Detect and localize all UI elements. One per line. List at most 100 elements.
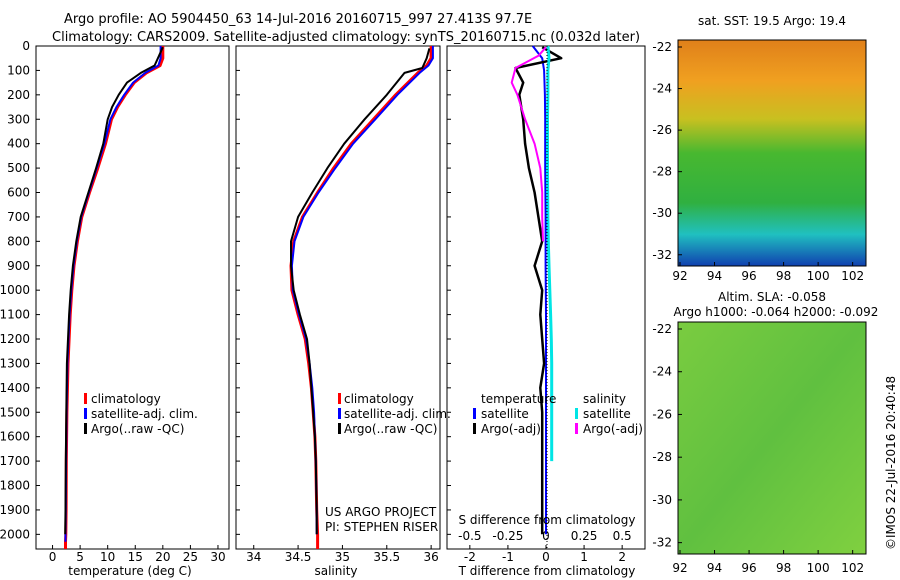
legend-swatch-temp-argo xyxy=(473,423,476,434)
legend-swatch-argo xyxy=(338,423,341,434)
depth-axis: 0 100 200 300 400 500 600 700 800 900 1000 1100 1200… xyxy=(0,39,451,541)
legend-label: climatology xyxy=(344,392,414,406)
top-tick-label: -0.5 xyxy=(458,529,481,543)
map-lat-label: -24 xyxy=(652,365,672,379)
depth-tick-label: 1300 xyxy=(0,356,30,370)
x-tick-label: 35.5 xyxy=(373,550,400,564)
depth-tick-label: 500 xyxy=(7,161,30,175)
legend-label: Argo(..raw -QC) xyxy=(344,422,437,436)
map-lon-label: 102 xyxy=(841,561,864,575)
salinity-x-axis: 34 34.5 35 35.5 36 xyxy=(246,545,439,564)
x-tick-label: 2 xyxy=(618,550,626,564)
depth-tick-label: 900 xyxy=(7,259,30,273)
map-lon-label: 94 xyxy=(707,561,722,575)
x-tick-label: 10 xyxy=(100,550,115,564)
x-tick-label: 34 xyxy=(246,550,261,564)
map-lat-label: -28 xyxy=(652,450,672,464)
map-lon-label: 94 xyxy=(707,269,722,283)
depth-tick-label: 1000 xyxy=(0,283,30,297)
chart-title-line2: Climatology: CARS2009. Satellite-adjuste… xyxy=(52,30,641,45)
chart-title-line1: Argo profile: AO 5904450_63 14-Jul-2016 … xyxy=(64,12,533,27)
depth-tick-label: 1200 xyxy=(0,332,30,346)
legend-label: satellite-adj. clim. xyxy=(91,407,198,421)
depth-tick-label: 600 xyxy=(7,186,30,200)
top-tick-label: -0.25 xyxy=(492,529,523,543)
x-tick-label: 25 xyxy=(183,550,198,564)
legend-swatch-sal-satellite xyxy=(575,408,578,419)
depth-tick-label: 2000 xyxy=(0,527,30,541)
top-tick-label: 0 xyxy=(542,529,550,543)
map-lat-label: -32 xyxy=(652,248,672,262)
sla-map-title-2: Argo h1000: -0.064 h2000: -0.092 xyxy=(674,305,879,319)
difference-top-label: S difference from climatology xyxy=(459,513,636,527)
series-line-0 xyxy=(289,46,433,549)
series-line-2 xyxy=(64,46,164,535)
difference-top-axis: -0.5 -0.25 0 0.25 0.5 xyxy=(458,529,632,543)
map-lon-label: 100 xyxy=(807,561,830,575)
series-line-0 xyxy=(531,45,547,535)
temperature-series xyxy=(64,46,165,549)
map-lon-label: 100 xyxy=(807,269,830,283)
x-tick-label: -2 xyxy=(464,550,476,564)
legend-swatch-satellite xyxy=(338,408,341,419)
legend-label: satellite xyxy=(583,407,631,421)
project-credit: US ARGO PROJECT xyxy=(325,505,437,519)
depth-tick-label: 1700 xyxy=(0,454,30,468)
temperature-axes xyxy=(35,45,230,550)
difference-xlabel: T difference from climatology xyxy=(458,564,636,578)
x-tick-label: 1 xyxy=(580,550,588,564)
salinity-xlabel: salinity xyxy=(314,564,357,578)
map-lat-label: -30 xyxy=(652,206,672,220)
series-line-0 xyxy=(64,46,165,549)
depth-tick-label: 1400 xyxy=(0,381,30,395)
pi-credit: PI: STEPHEN RISER xyxy=(325,520,438,534)
legend-label: Argo(..raw -QC) xyxy=(91,422,184,436)
top-tick-label: 0.5 xyxy=(613,529,632,543)
depth-tick-label: 1100 xyxy=(0,308,30,322)
legend-label: satellite-adj. clim. xyxy=(344,407,451,421)
depth-tick-label: 0 xyxy=(22,39,30,53)
series-line-2 xyxy=(546,45,554,462)
depth-tick-label: 200 xyxy=(7,88,30,102)
x-tick-label: 0 xyxy=(542,550,550,564)
depth-tick-label: 300 xyxy=(7,112,30,126)
series-line-1 xyxy=(64,46,162,542)
depth-tick-label: 800 xyxy=(7,234,30,248)
x-tick-label: 35 xyxy=(335,550,350,564)
series-line-1 xyxy=(514,46,563,535)
salinity-series xyxy=(289,46,434,549)
sla-map-image xyxy=(678,322,866,554)
x-tick-label: 20 xyxy=(155,550,170,564)
legend-label: satellite xyxy=(481,407,529,421)
depth-tick-label: 100 xyxy=(7,63,30,77)
legend-label: climatology xyxy=(91,392,161,406)
temperature-xlabel: temperature (deg C) xyxy=(68,564,191,578)
map-lat-label: -32 xyxy=(652,536,672,550)
difference-x-axis: -2 -1 0 1 2 xyxy=(464,545,626,564)
map-lon-label: 102 xyxy=(841,269,864,283)
sla-map-axes xyxy=(677,321,867,555)
map-lat-label: -28 xyxy=(652,165,672,179)
top-tick-label: 0.25 xyxy=(571,529,598,543)
depth-tick-label: 700 xyxy=(7,210,30,224)
legend-header-salinity: salinity xyxy=(583,392,626,406)
legend-swatch-argo xyxy=(84,423,87,434)
map-lat-label: -26 xyxy=(652,123,672,137)
series-line-2 xyxy=(290,48,431,535)
x-tick-label: 5 xyxy=(76,550,84,564)
x-tick-label: 36 xyxy=(423,550,438,564)
sst-map-axes xyxy=(677,39,867,267)
map-lon-label: 96 xyxy=(741,561,756,575)
sst-map-title: sat. SST: 19.5 Argo: 19.4 xyxy=(698,14,846,28)
imos-credit: ©IMOS 22-Jul-2016 20:40:48 xyxy=(884,375,898,550)
x-tick-label: -1 xyxy=(502,550,514,564)
temperature-legend: climatology satellite-adj. clim. Argo(..… xyxy=(84,392,198,436)
depth-tick-label: 400 xyxy=(7,137,30,151)
x-tick-label: 30 xyxy=(210,550,225,564)
legend-swatch-climatology xyxy=(338,393,341,404)
depth-tick-label: 1600 xyxy=(0,430,30,444)
map-lat-label: -22 xyxy=(652,40,672,54)
